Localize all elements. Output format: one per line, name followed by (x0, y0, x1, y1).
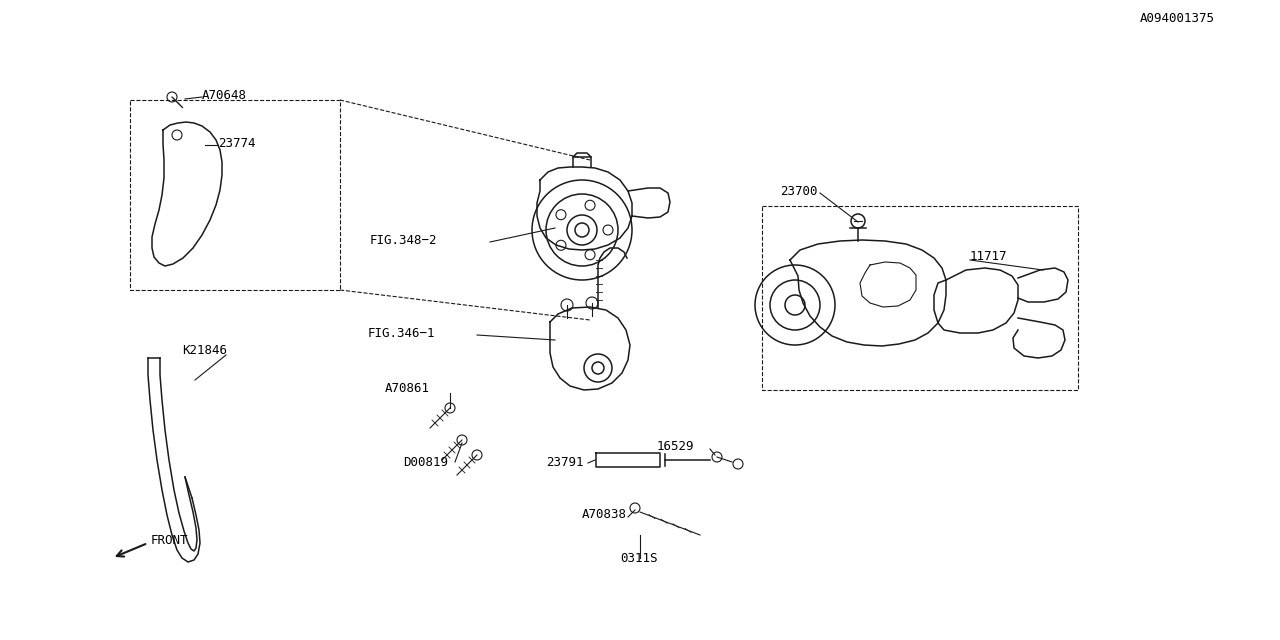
Circle shape (172, 130, 182, 140)
Text: A70838: A70838 (582, 509, 627, 522)
Text: A70648: A70648 (202, 88, 247, 102)
Text: FRONT: FRONT (151, 534, 188, 547)
Text: 0311S: 0311S (620, 552, 658, 564)
Text: D00819: D00819 (403, 456, 448, 468)
Text: 23700: 23700 (780, 184, 818, 198)
Text: A70861: A70861 (385, 381, 430, 394)
Text: FIG.346−1: FIG.346−1 (369, 326, 435, 339)
Text: FIG.348−2: FIG.348−2 (370, 234, 438, 246)
Text: 23791: 23791 (547, 456, 584, 468)
Text: 11717: 11717 (970, 250, 1007, 262)
Text: 16529: 16529 (657, 440, 695, 454)
Text: K21846: K21846 (182, 344, 227, 356)
Text: 23774: 23774 (218, 136, 256, 150)
Text: A094001375: A094001375 (1140, 12, 1215, 24)
